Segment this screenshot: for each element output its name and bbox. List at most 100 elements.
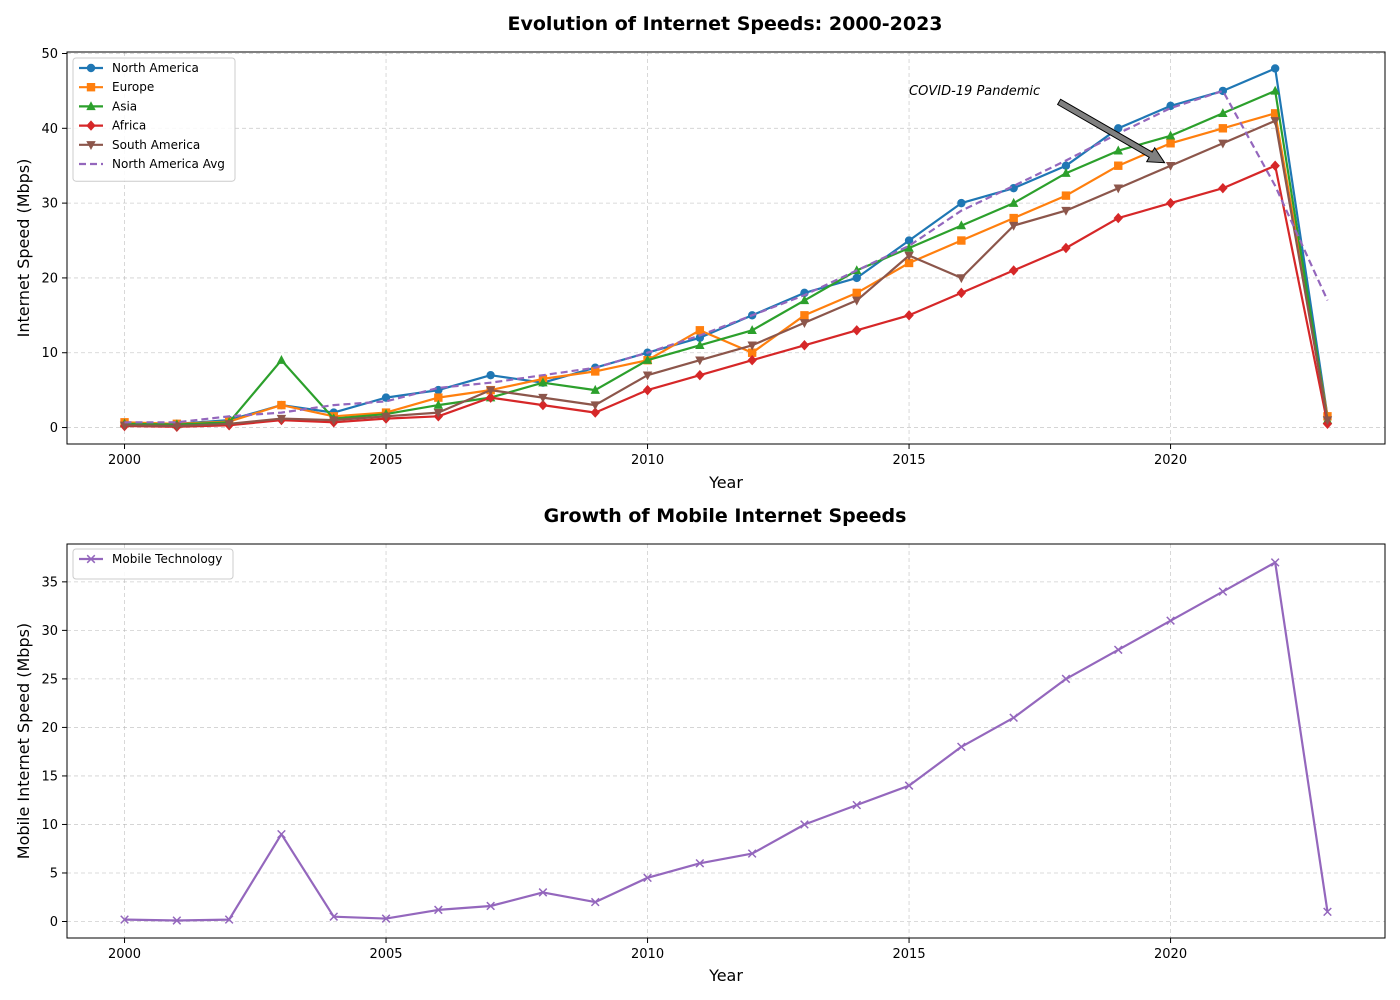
y-tick-label: 20 — [41, 271, 58, 286]
data-point — [1323, 907, 1332, 917]
legend-item-mobile-technology: Mobile Technology — [79, 552, 222, 566]
chart-internet-speeds: Evolution of Internet Speeds: 2000-2023 … — [14, 13, 1386, 492]
data-point — [1165, 162, 1176, 171]
data-point — [747, 325, 757, 334]
data-point — [852, 273, 861, 283]
grid — [67, 52, 1385, 444]
data-point — [434, 905, 443, 915]
data-point — [852, 325, 862, 336]
legend-marker — [86, 101, 96, 111]
legend-marker — [86, 83, 96, 92]
x-tick-label: 2020 — [1154, 453, 1187, 468]
data-point — [1061, 191, 1071, 200]
y-tick-label: 10 — [41, 818, 58, 833]
data-point — [433, 399, 444, 409]
legend-item-south-america: South America — [79, 138, 200, 152]
legend-label: Mobile Technology — [112, 552, 222, 566]
data-point — [747, 355, 757, 366]
data-point — [1165, 197, 1176, 209]
series-layer — [119, 64, 1333, 432]
data-point — [1218, 108, 1228, 118]
data-point — [1165, 130, 1176, 140]
x-tick-label: 2010 — [631, 453, 664, 468]
data-point — [904, 242, 914, 252]
annotation: COVID-19 Pandemic — [909, 84, 1166, 164]
annotation-arrow — [1056, 98, 1166, 164]
data-point — [381, 412, 391, 422]
legend-frame — [72, 57, 236, 182]
data-point — [486, 901, 495, 911]
data-point — [172, 916, 182, 925]
x-tick-label: 2000 — [108, 947, 141, 962]
data-point — [1270, 117, 1280, 127]
data-point — [799, 295, 810, 305]
series-line — [124, 561, 1329, 922]
legend-item-north-america-avg: North America Avg — [79, 157, 225, 171]
y-tick-label: 0 — [50, 421, 58, 436]
series-line — [124, 89, 1329, 424]
legend: Mobile Technology — [72, 548, 234, 580]
data-point — [1218, 587, 1228, 596]
axes-frame — [66, 543, 1386, 939]
data-point — [329, 912, 339, 921]
series-line — [124, 89, 1329, 426]
series-north-america-avg — [124, 89, 1329, 424]
data-point — [381, 914, 391, 923]
data-point — [276, 355, 287, 364]
data-point — [1009, 713, 1018, 723]
data-point — [1008, 221, 1019, 231]
y-tick-label: 35 — [41, 575, 58, 590]
y-tick-label: 50 — [41, 47, 58, 62]
data-point — [1113, 212, 1123, 224]
data-point — [1009, 183, 1018, 193]
y-tick-label: 20 — [41, 721, 58, 736]
data-point — [433, 408, 444, 418]
data-point — [1270, 558, 1280, 567]
y-axis-label: Internet Speed (Mbps) — [14, 159, 33, 338]
x-tick-label: 2015 — [893, 453, 926, 468]
data-point — [224, 915, 234, 924]
y-tick-label: 25 — [41, 672, 58, 687]
ticks: 2000 2005 2010 2015 2020 0 5 10 15 20 25 30 35 — [41, 575, 1187, 962]
data-point — [800, 820, 809, 829]
data-point — [276, 414, 287, 424]
series-line — [124, 67, 1329, 425]
data-point — [1113, 645, 1123, 655]
legend-marker — [86, 63, 96, 73]
data-point — [434, 393, 443, 402]
legend-label: Africa — [112, 119, 146, 133]
data-point — [695, 369, 705, 381]
data-point — [277, 829, 286, 839]
data-point — [224, 420, 234, 430]
data-point — [538, 393, 548, 403]
series-line — [124, 112, 1329, 425]
data-point — [1061, 242, 1071, 254]
legend-marker — [86, 120, 96, 131]
data-point — [538, 377, 548, 387]
y-tick-label: 15 — [41, 769, 58, 784]
data-point — [642, 355, 653, 364]
data-point — [591, 367, 600, 376]
data-point — [172, 422, 182, 432]
data-point — [1218, 124, 1228, 133]
data-point — [904, 251, 914, 261]
data-point — [1061, 674, 1071, 684]
series-mobile-technology — [120, 558, 1332, 925]
data-point — [1270, 109, 1280, 118]
data-point — [956, 274, 967, 284]
ticks: 2000 2005 2010 2015 2020 0 10 20 30 40 50 — [41, 47, 1187, 468]
y-axis-label: Mobile Internet Speed (Mbps) — [14, 623, 33, 859]
data-point — [277, 400, 286, 410]
x-axis-label: Year — [708, 966, 743, 985]
data-point — [695, 858, 705, 868]
data-point — [1061, 161, 1071, 170]
data-point — [956, 220, 967, 230]
data-point — [956, 287, 967, 299]
data-point — [1061, 167, 1071, 177]
grid — [67, 544, 1385, 938]
data-point — [538, 888, 548, 897]
chart-title: Evolution of Internet Speeds: 2000-2023 — [507, 13, 942, 35]
data-point — [485, 386, 496, 396]
data-point — [642, 384, 653, 396]
